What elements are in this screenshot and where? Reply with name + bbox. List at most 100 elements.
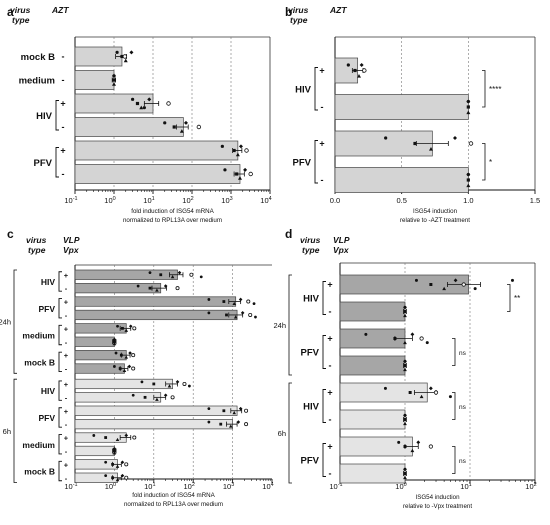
bar bbox=[74, 350, 127, 361]
bar bbox=[339, 355, 406, 376]
group-bracket bbox=[58, 351, 62, 372]
bar-row bbox=[74, 323, 137, 334]
header-type: type bbox=[12, 15, 30, 25]
group-label: HIV bbox=[41, 386, 56, 396]
significance-label: ns bbox=[459, 404, 467, 411]
group-label: medium bbox=[22, 440, 55, 450]
x-axis-label: ISG54 induction bbox=[413, 208, 458, 215]
data-point bbox=[119, 353, 123, 357]
bar bbox=[74, 117, 184, 137]
data-point bbox=[362, 68, 367, 73]
bar-row bbox=[334, 57, 367, 84]
treatment-sign: + bbox=[327, 334, 332, 344]
data-point bbox=[442, 286, 447, 291]
bar bbox=[74, 309, 238, 321]
group-bracket bbox=[58, 380, 62, 401]
data-point bbox=[170, 395, 175, 400]
data-point bbox=[121, 326, 124, 330]
data-point bbox=[113, 365, 116, 368]
data-point bbox=[403, 472, 407, 475]
bar-row bbox=[339, 355, 407, 376]
data-point bbox=[410, 332, 415, 337]
group-label: medium bbox=[22, 331, 55, 341]
significance-label: * bbox=[489, 158, 492, 167]
data-point bbox=[113, 449, 116, 453]
bar bbox=[334, 167, 469, 193]
treatment-sign: + bbox=[64, 434, 69, 443]
group-label: mock B bbox=[24, 467, 55, 477]
data-point bbox=[243, 167, 248, 172]
significance-label: ** bbox=[514, 294, 520, 303]
x-tick-label: 101 bbox=[460, 482, 471, 491]
treatment-sign: - bbox=[62, 52, 65, 62]
group-label: PFV bbox=[301, 348, 320, 359]
header-virus: virus bbox=[26, 235, 47, 245]
bar-row bbox=[74, 459, 129, 470]
group-label: HIV bbox=[303, 402, 320, 413]
header-treatment-2: Vpx bbox=[333, 245, 350, 255]
panel-letter: b bbox=[285, 5, 292, 19]
data-point bbox=[419, 336, 424, 341]
timepoint-label: 24h bbox=[273, 321, 286, 330]
data-point bbox=[403, 475, 407, 480]
data-point bbox=[403, 310, 407, 313]
data-point bbox=[124, 462, 129, 467]
data-point bbox=[403, 418, 407, 421]
x-tick-label: 104 bbox=[262, 482, 273, 491]
header-treatment-2: Vpx bbox=[63, 245, 80, 255]
timepoint-label: 6h bbox=[3, 427, 11, 436]
data-point bbox=[120, 473, 125, 478]
bar bbox=[74, 363, 125, 374]
data-point bbox=[114, 351, 118, 355]
data-point bbox=[466, 110, 471, 115]
significance-bracket bbox=[452, 338, 456, 366]
data-point bbox=[143, 395, 147, 399]
bar-row bbox=[74, 93, 171, 114]
data-point bbox=[236, 420, 241, 424]
bar-row bbox=[339, 301, 407, 322]
group-label: HIV bbox=[36, 111, 53, 122]
data-point bbox=[179, 129, 184, 133]
data-point bbox=[237, 176, 242, 180]
bar bbox=[74, 472, 118, 483]
data-point bbox=[112, 73, 116, 78]
data-point bbox=[170, 275, 175, 279]
data-point bbox=[403, 421, 407, 426]
data-point bbox=[466, 183, 471, 188]
data-point bbox=[120, 460, 125, 465]
bar bbox=[74, 283, 162, 294]
treatment-sign: - bbox=[62, 75, 65, 85]
bar bbox=[74, 164, 241, 184]
treatment-sign: + bbox=[64, 298, 69, 307]
data-point bbox=[357, 74, 361, 78]
header-virus: virus bbox=[300, 235, 321, 245]
treatment-sign: + bbox=[319, 66, 324, 76]
group-label: PFV bbox=[38, 304, 55, 314]
data-point bbox=[175, 380, 180, 384]
group-label: medium bbox=[19, 76, 55, 87]
data-point bbox=[127, 364, 132, 369]
bar bbox=[74, 269, 178, 280]
treatment-sign: - bbox=[329, 361, 332, 371]
data-point bbox=[129, 50, 134, 55]
data-point bbox=[244, 422, 249, 427]
timepoint-bracket bbox=[288, 382, 292, 484]
bar bbox=[339, 463, 406, 484]
treatment-sign: - bbox=[65, 284, 68, 293]
bar bbox=[74, 46, 123, 67]
significance-bracket bbox=[482, 70, 486, 108]
data-point bbox=[244, 148, 249, 153]
treatment-sign: - bbox=[321, 175, 324, 185]
data-point bbox=[414, 278, 418, 282]
data-point bbox=[159, 273, 163, 277]
significance-label: **** bbox=[489, 85, 501, 94]
bar bbox=[339, 301, 406, 322]
data-point bbox=[346, 63, 350, 67]
data-point bbox=[238, 144, 243, 149]
data-point bbox=[152, 382, 156, 386]
bar bbox=[74, 378, 173, 390]
bar bbox=[74, 459, 118, 470]
